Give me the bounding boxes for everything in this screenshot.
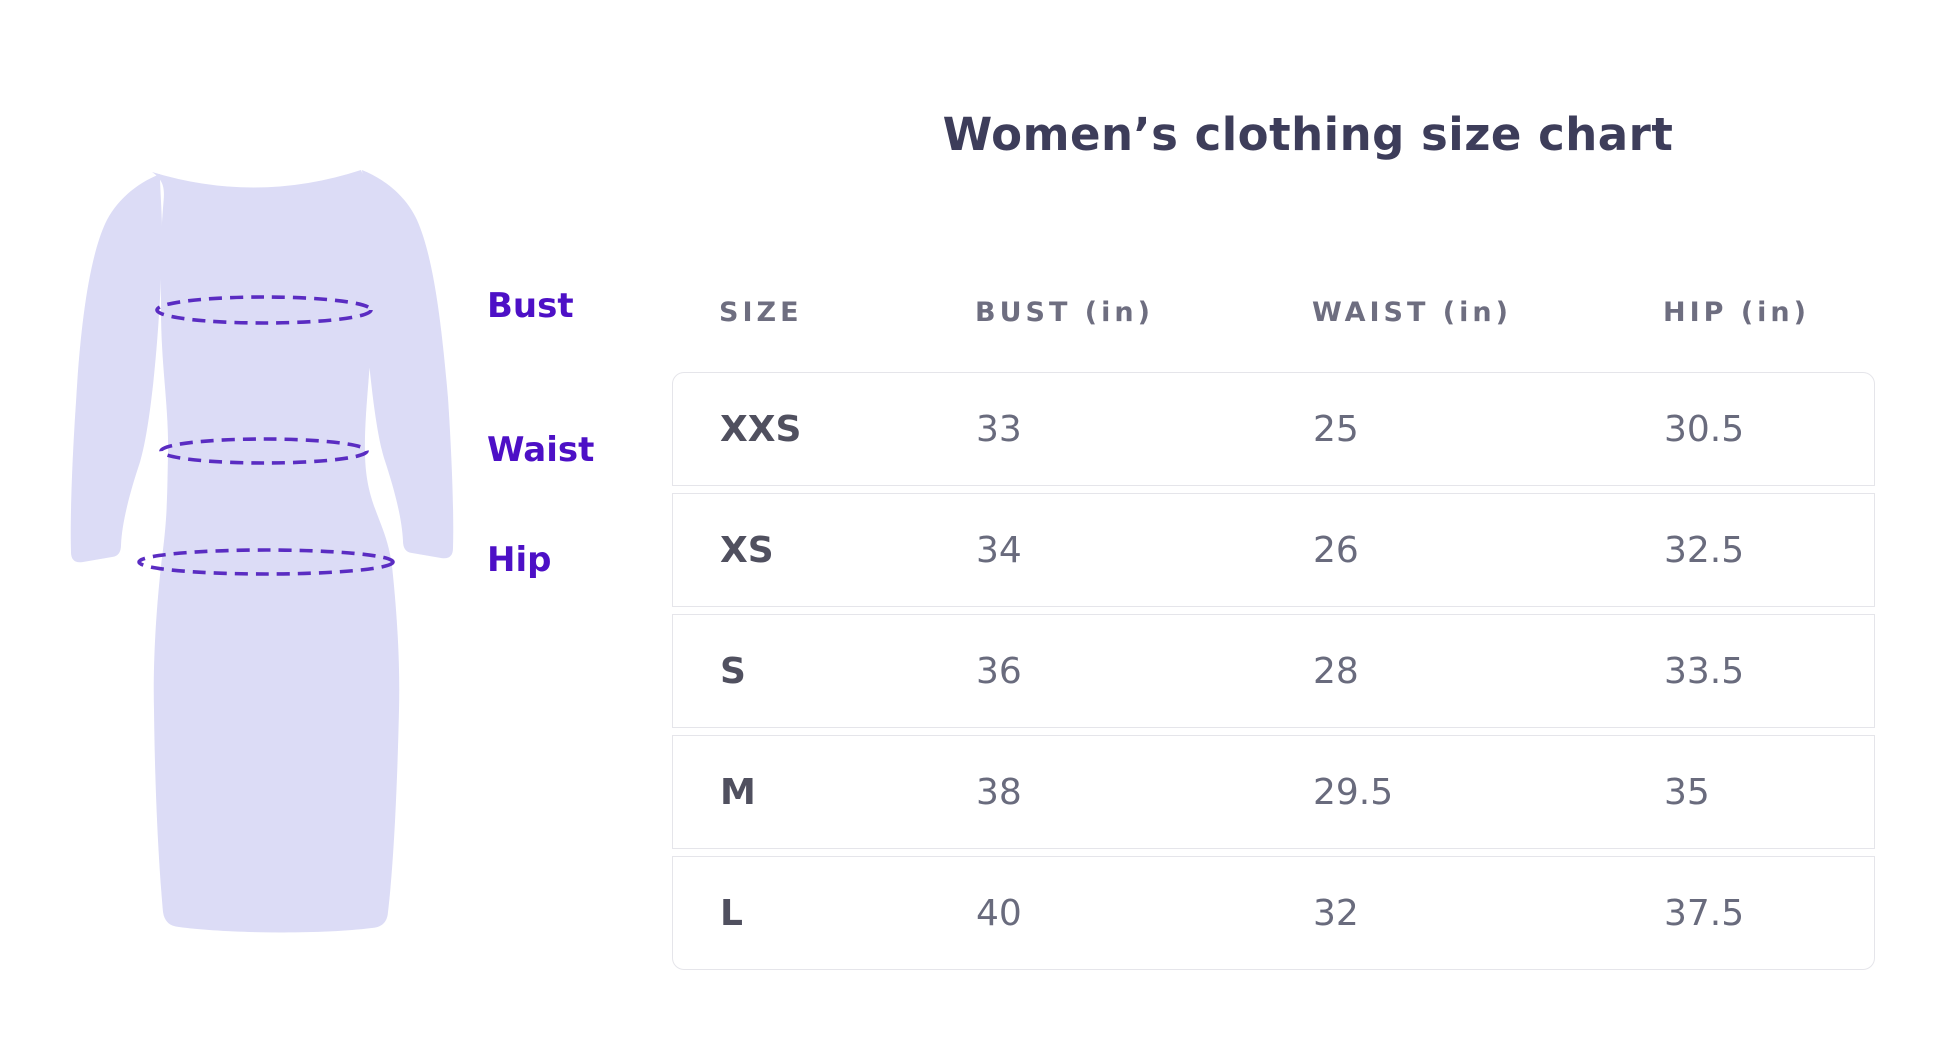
bust-label: Bust <box>487 286 574 326</box>
waist-cell: 26 <box>1313 529 1359 571</box>
bust-measure-ellipse <box>155 295 373 325</box>
hip-measure-ellipse <box>137 548 395 576</box>
column-header-bust: BUST (in) <box>975 296 1154 328</box>
dress-left-sleeve <box>70 174 163 563</box>
size-cell: S <box>720 650 746 692</box>
size-cell: XS <box>720 529 774 571</box>
hip-cell: 37.5 <box>1664 892 1745 934</box>
dress-body-shape <box>152 170 400 933</box>
column-header-hip: HIP (in) <box>1663 296 1810 328</box>
waist-label: Waist <box>487 430 595 470</box>
table-row: M 38 29.5 35 <box>672 735 1875 849</box>
bust-cell: 36 <box>976 650 1022 692</box>
size-cell: L <box>720 892 743 934</box>
waist-cell: 25 <box>1313 408 1359 450</box>
hip-cell: 35 <box>1664 771 1710 813</box>
table-row: S 36 28 33.5 <box>672 614 1875 728</box>
dress-illustration <box>70 170 454 933</box>
size-table: XXS 33 25 30.5 XS 34 26 32.5 S 36 28 33.… <box>672 372 1875 970</box>
bust-cell: 33 <box>976 408 1022 450</box>
bust-cell: 38 <box>976 771 1022 813</box>
waist-measure-ellipse <box>159 437 369 465</box>
column-header-waist: WAIST (in) <box>1312 296 1512 328</box>
hip-cell: 30.5 <box>1664 408 1745 450</box>
size-cell: XXS <box>720 408 802 450</box>
hip-cell: 33.5 <box>1664 650 1745 692</box>
table-row: XXS 33 25 30.5 <box>672 372 1875 486</box>
size-cell: M <box>720 771 756 813</box>
table-header-row: SIZE BUST (in) WAIST (in) HIP (in) <box>672 292 1922 332</box>
waist-cell: 32 <box>1313 892 1359 934</box>
bust-cell: 40 <box>976 892 1022 934</box>
hip-cell: 32.5 <box>1664 529 1745 571</box>
waist-cell: 29.5 <box>1313 771 1394 813</box>
bust-cell: 34 <box>976 529 1022 571</box>
table-row: L 40 32 37.5 <box>672 856 1875 970</box>
waist-cell: 28 <box>1313 650 1359 692</box>
column-header-size: SIZE <box>719 296 803 328</box>
hip-label: Hip <box>487 540 552 580</box>
table-row: XS 34 26 32.5 <box>672 493 1875 607</box>
page-title: Women’s clothing size chart <box>942 108 1674 161</box>
dress-right-sleeve <box>361 170 454 559</box>
